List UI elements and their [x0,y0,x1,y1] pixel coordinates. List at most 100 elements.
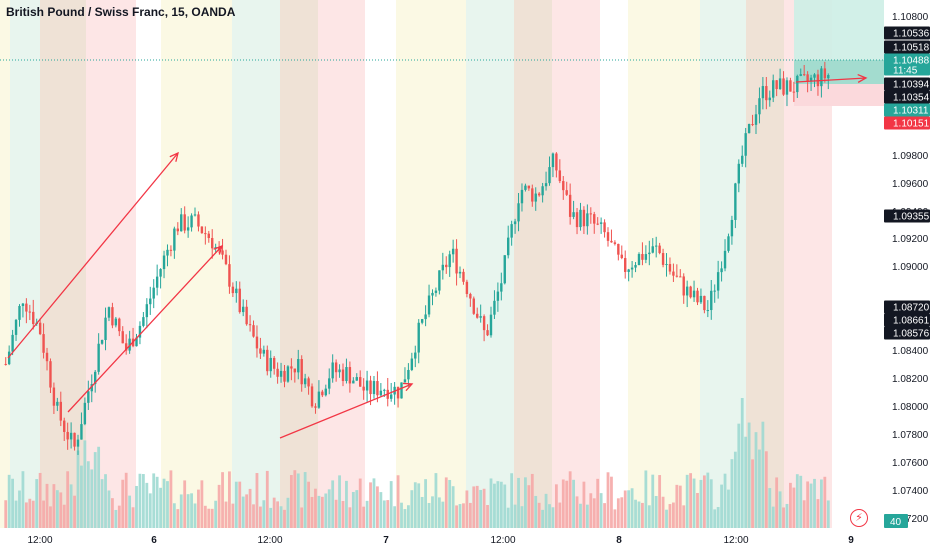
volume-bar [420,496,424,528]
session-band [10,0,40,528]
candle-body [813,74,816,78]
candle-body [517,203,520,222]
candle-body [307,378,310,387]
candle [118,317,121,337]
volume-bar [289,475,293,528]
volume-bar [527,485,531,528]
volume-bar [355,490,359,528]
candle-body [524,185,527,190]
candle [445,256,448,274]
volume-bar [558,502,562,528]
candle-body [548,167,551,184]
candle-body [7,351,11,365]
candle-body [152,287,155,299]
candle-body [496,291,500,301]
candle-body [489,314,493,336]
candle-body [699,295,703,303]
candle-body [531,188,534,202]
candle-body [338,369,341,373]
volume-bar [179,494,183,528]
price-badge-label: 1.10536 [893,29,930,40]
candle-body [785,80,789,95]
candle-body [613,242,617,244]
session-band [40,0,86,528]
candle-body [11,334,14,352]
volume-bar [582,481,586,528]
candle [25,298,28,324]
volume-bar [510,473,514,528]
volume-bar [706,472,710,528]
candle [734,182,737,229]
candle-body [80,424,83,440]
candle-body [610,240,613,243]
volume-bar [176,509,180,528]
price-badge: 1.10536 [884,26,930,40]
candle [565,181,568,197]
candle [317,380,321,409]
candle [297,349,300,380]
volume-bar [696,492,699,528]
candle [341,363,345,387]
candle [451,239,455,263]
volume-bar [186,494,190,528]
volume-bar [386,500,390,528]
candle [197,211,200,232]
candle-body [441,264,445,271]
session-band [514,0,552,528]
volume-bar [462,503,465,528]
trend-arrow-position[interactable] [795,73,868,83]
price-badge-label: 1.10518 [893,43,930,54]
candle [685,280,689,308]
price-badge-bg [884,53,930,76]
volume-bar [86,461,90,528]
candle-body [403,379,407,383]
candle [321,389,324,398]
candle [827,73,830,90]
candle-body [572,212,575,217]
price-badge-label: 1.08661 [893,316,930,327]
candle-body [303,378,307,385]
candle [772,74,775,103]
price-badge-label: 1.10488 [893,56,930,67]
candle [493,290,496,319]
alert-clock-icon[interactable]: ⚡ [850,509,868,527]
candle-body [42,334,45,353]
candle [28,304,32,321]
candle-body [510,224,513,238]
candle [603,219,606,238]
volume-bar [613,509,617,528]
candle [754,104,758,135]
volume-bar [376,486,379,528]
candle [507,225,510,259]
trend-arrow-upper[interactable] [7,151,179,359]
candle [765,77,768,110]
volume-bar [35,479,39,528]
candle [813,73,816,88]
candle [627,268,630,282]
trend-arrow-lower[interactable] [67,244,224,413]
candle [272,356,276,375]
candle-body [431,292,434,296]
price-badge-bg [884,209,930,223]
candle-body [197,214,200,227]
price-badge-label: 1.10151 [893,119,930,130]
candle-body [520,189,524,204]
volume-bar [314,488,317,528]
candle [716,260,720,299]
volume-bar [431,496,434,528]
candle [823,61,827,83]
volume-bar [241,496,245,528]
candle [359,370,362,387]
volume-bar [276,501,280,528]
volume-bar [520,506,524,528]
candle-body [809,77,813,82]
candle [338,364,341,378]
candle [579,202,582,231]
arrow-line [7,152,179,359]
trend-arrow-bottom[interactable] [279,382,414,439]
price-badge: 1.09355 [884,209,930,223]
candle [555,152,558,178]
